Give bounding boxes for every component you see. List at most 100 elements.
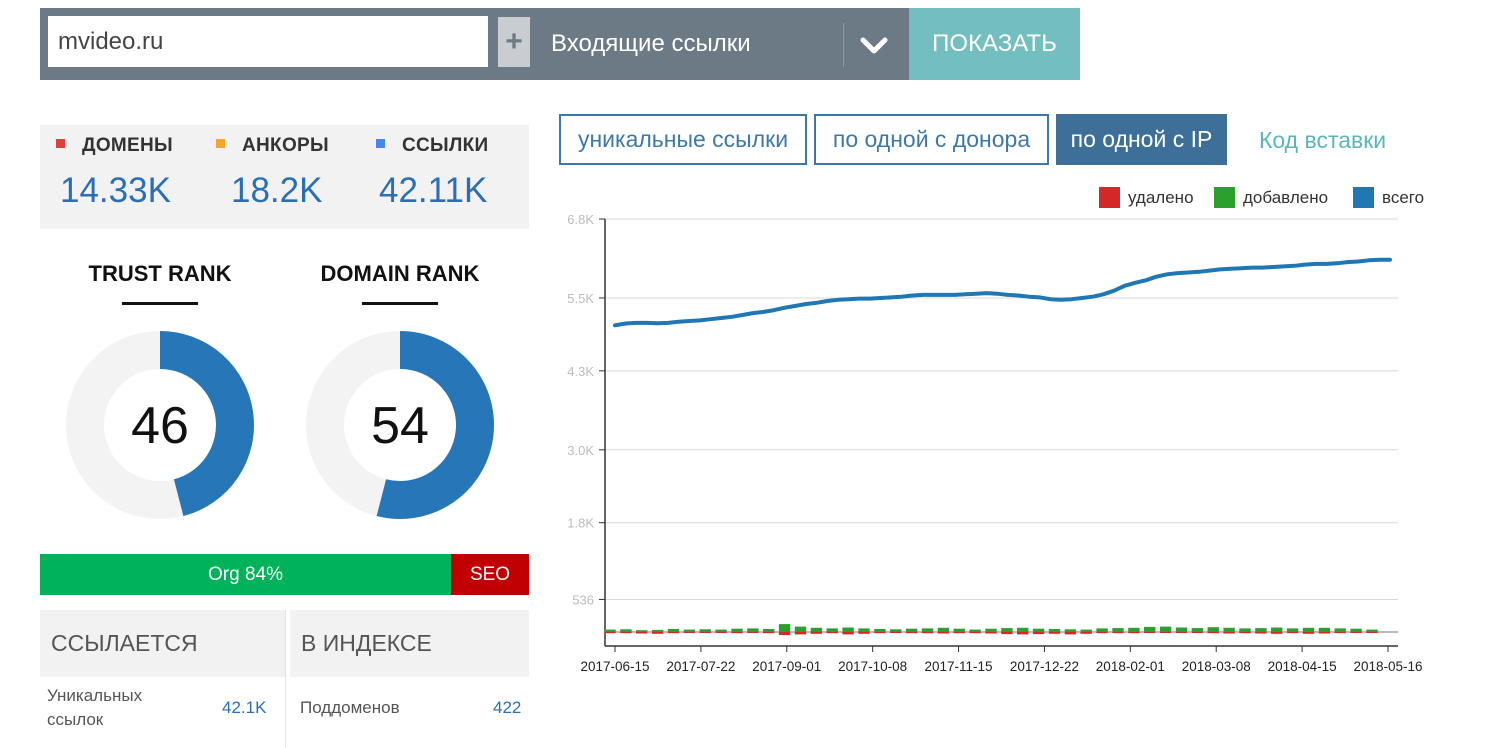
added-bar bbox=[1239, 628, 1251, 632]
added-bar bbox=[1286, 628, 1299, 632]
trust-rank-underline bbox=[122, 302, 198, 305]
add-domain-button[interactable]: + bbox=[498, 17, 530, 67]
tab-one-per-donor[interactable]: по одной с донора bbox=[814, 114, 1049, 165]
legend-swatch bbox=[1353, 187, 1374, 208]
added-bar bbox=[1191, 628, 1204, 632]
added-bar bbox=[763, 629, 775, 632]
removed-bar bbox=[1048, 632, 1061, 634]
added-bar bbox=[1017, 627, 1029, 633]
added-bar bbox=[1207, 627, 1219, 633]
links-history-chart: 536 1.8K 3.0K 4.3K 5.5K 6.8K 2017-06-15 2017-07… bbox=[567, 212, 1422, 674]
legend-label: добавлено bbox=[1243, 188, 1329, 207]
links-header: ССЫЛАЕТСЯ bbox=[40, 610, 285, 677]
removed-bar bbox=[969, 632, 981, 634]
x-tick-label: 2017-09-01 bbox=[752, 659, 821, 674]
tab-unique-links[interactable]: уникальные ссылки bbox=[559, 114, 807, 165]
removed-bar bbox=[715, 632, 727, 633]
removed-bar bbox=[651, 632, 664, 634]
domain-rank-donut: 54 bbox=[306, 331, 494, 519]
removed-bar bbox=[1017, 632, 1029, 635]
removed-bar bbox=[890, 632, 902, 633]
added-bar bbox=[620, 629, 632, 632]
removed-bar bbox=[620, 632, 632, 634]
stat-label: ДОМЕНЫ bbox=[82, 135, 173, 156]
added-bar bbox=[1302, 627, 1315, 633]
removed-bar bbox=[1159, 632, 1172, 633]
removed-bar bbox=[937, 632, 950, 634]
x-tick-label: 2018-05-16 bbox=[1353, 659, 1422, 674]
domain-rank-value: 54 bbox=[371, 397, 429, 455]
tab-one-per-ip[interactable]: по одной с IP bbox=[1056, 114, 1227, 165]
stat-label: АНКОРЫ bbox=[242, 135, 329, 156]
added-bar bbox=[1271, 627, 1283, 633]
anchors-dot-icon bbox=[216, 139, 225, 148]
added-bar bbox=[1128, 627, 1140, 633]
x-tick-label: 2017-07-22 bbox=[666, 659, 735, 674]
removed-bar bbox=[667, 632, 680, 634]
trust-rank-value: 46 bbox=[131, 397, 189, 455]
mode-select-label[interactable]: Входящие ссылки bbox=[551, 30, 751, 57]
removed-bar bbox=[905, 632, 918, 634]
added-bar bbox=[921, 628, 934, 632]
domain-rank-title: DOMAIN RANK bbox=[320, 261, 480, 286]
removed-bar bbox=[985, 632, 997, 634]
show-button[interactable]: ПОКАЗАТЬ bbox=[909, 8, 1080, 80]
x-tick-label: 2017-10-08 bbox=[838, 659, 907, 674]
removed-bar bbox=[747, 632, 759, 633]
added-bar bbox=[1048, 629, 1061, 632]
removed-bar bbox=[842, 632, 854, 635]
added-bar bbox=[874, 629, 886, 632]
legend-removed[interactable]: удалено bbox=[1099, 187, 1194, 208]
added-bar bbox=[715, 629, 727, 632]
trust-rank-title: TRUST RANK bbox=[88, 261, 232, 286]
legend-label: всего bbox=[1382, 188, 1425, 207]
legend-swatch bbox=[1099, 187, 1120, 208]
x-tick-label: 2018-02-01 bbox=[1096, 659, 1165, 674]
added-bar bbox=[1159, 626, 1172, 633]
embed-code-link[interactable]: Код вставки bbox=[1259, 127, 1387, 153]
trust-rank-arc bbox=[159, 331, 254, 517]
removed-bar bbox=[1302, 632, 1315, 634]
chevron-down-icon[interactable] bbox=[852, 28, 896, 64]
stat-value: 18.2K bbox=[231, 171, 323, 210]
legend-total[interactable]: всего bbox=[1353, 187, 1424, 208]
index-header: В ИНДЕКСЕ bbox=[290, 610, 529, 677]
added-bar bbox=[699, 629, 711, 632]
x-tick-label: 2017-11-15 bbox=[925, 659, 993, 674]
removed-bar bbox=[699, 632, 711, 633]
stat-value: 42.11K bbox=[379, 171, 488, 210]
added-bar bbox=[905, 628, 918, 632]
added-bar bbox=[1001, 628, 1013, 632]
added-bar bbox=[1366, 629, 1378, 632]
added-bar bbox=[890, 629, 902, 632]
table-divider bbox=[285, 610, 286, 748]
added-bar bbox=[1318, 627, 1331, 633]
added-bar bbox=[1096, 628, 1108, 632]
domain-input[interactable] bbox=[48, 16, 488, 67]
legend-added[interactable]: добавлено bbox=[1214, 187, 1328, 208]
added-bar bbox=[1144, 626, 1156, 633]
removed-bar bbox=[1350, 632, 1362, 633]
legend-label: удалено bbox=[1128, 188, 1194, 207]
added-bar bbox=[953, 628, 965, 632]
added-bar bbox=[1255, 628, 1267, 632]
added-bar bbox=[651, 629, 664, 632]
removed-bar bbox=[731, 632, 743, 634]
subdomains-value[interactable]: 422 bbox=[493, 698, 522, 717]
removed-bar bbox=[810, 632, 823, 634]
added-bar bbox=[636, 630, 648, 632]
added-bar bbox=[858, 628, 870, 632]
added-bar bbox=[683, 629, 696, 632]
removed-bar bbox=[1175, 632, 1188, 633]
removed-bar bbox=[1286, 632, 1299, 634]
added-bar bbox=[826, 628, 838, 632]
added-bar bbox=[1080, 629, 1092, 632]
index-header-label: В ИНДЕКСЕ bbox=[301, 630, 432, 656]
unique-links-value[interactable]: 42.1K bbox=[222, 698, 267, 717]
added-bar bbox=[1175, 627, 1188, 633]
stat-value: 14.33K bbox=[60, 171, 171, 210]
mode-divider bbox=[843, 23, 844, 67]
x-tick-label: 2018-04-15 bbox=[1268, 659, 1337, 674]
legend-swatch bbox=[1214, 187, 1235, 208]
trust-rank-donut: 46 bbox=[66, 331, 254, 519]
